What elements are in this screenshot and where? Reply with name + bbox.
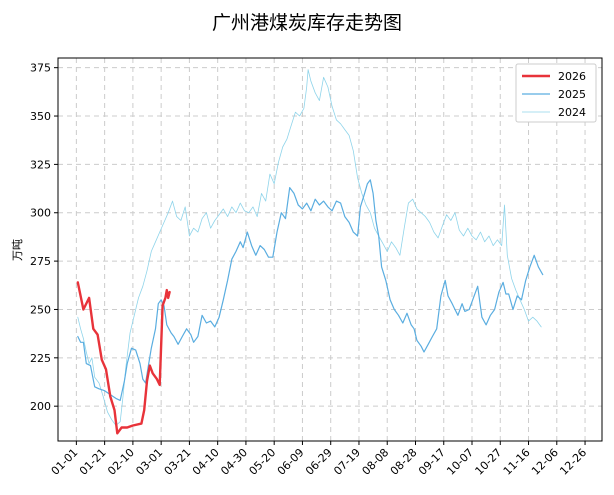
x-tick-label: 12-06 <box>529 446 561 478</box>
y-axis-label: 万吨 <box>11 239 24 261</box>
x-tick-label: 06-09 <box>275 446 307 478</box>
x-tick-label: 08-08 <box>360 446 392 478</box>
x-tick-label: 06-29 <box>303 446 335 478</box>
chart-title: 广州港煤炭库存走势图 <box>211 12 402 34</box>
x-tick-label: 01-21 <box>77 446 109 478</box>
y-tick-label: 275 <box>30 255 51 268</box>
x-tick-label: 09-17 <box>416 446 448 478</box>
x-tick-label: 12-26 <box>557 446 589 478</box>
series-lines <box>76 69 544 435</box>
series-line-2026 <box>76 281 171 435</box>
x-tick-label: 07-19 <box>331 446 363 478</box>
x-tick-label: 04-10 <box>190 446 222 478</box>
x-tick-label: 05-20 <box>247 446 279 478</box>
axis-ticks: 01-0101-2102-1003-0103-2104-1004-3005-20… <box>30 62 589 478</box>
x-tick-label: 08-28 <box>388 446 420 478</box>
y-tick-label: 250 <box>30 303 51 316</box>
y-tick-label: 375 <box>30 62 51 75</box>
grid <box>58 58 602 441</box>
y-tick-label: 225 <box>30 352 51 365</box>
series-line-2024 <box>77 69 542 426</box>
y-tick-label: 200 <box>30 400 51 413</box>
legend-box <box>515 63 597 123</box>
x-tick-label: 10-27 <box>473 446 505 478</box>
legend-label-2025: 2025 <box>558 88 586 101</box>
x-tick-label: 03-21 <box>162 446 194 478</box>
x-tick-label: 10-07 <box>444 446 476 478</box>
legend-label-2024: 2024 <box>558 106 586 119</box>
y-tick-label: 350 <box>30 110 51 123</box>
x-tick-label: 03-01 <box>133 446 165 478</box>
legend-label-2026: 2026 <box>558 70 586 83</box>
x-tick-label: 04-30 <box>218 446 250 478</box>
y-tick-label: 300 <box>30 207 51 220</box>
y-tick-label: 325 <box>30 158 51 171</box>
x-tick-label: 02-10 <box>105 446 137 478</box>
x-tick-label: 01-01 <box>49 446 81 478</box>
plot-frame <box>57 57 603 442</box>
series-line-2025 <box>77 179 544 401</box>
legend: 2026 2025 2024 <box>515 63 597 123</box>
x-tick-label: 11-16 <box>501 446 533 478</box>
